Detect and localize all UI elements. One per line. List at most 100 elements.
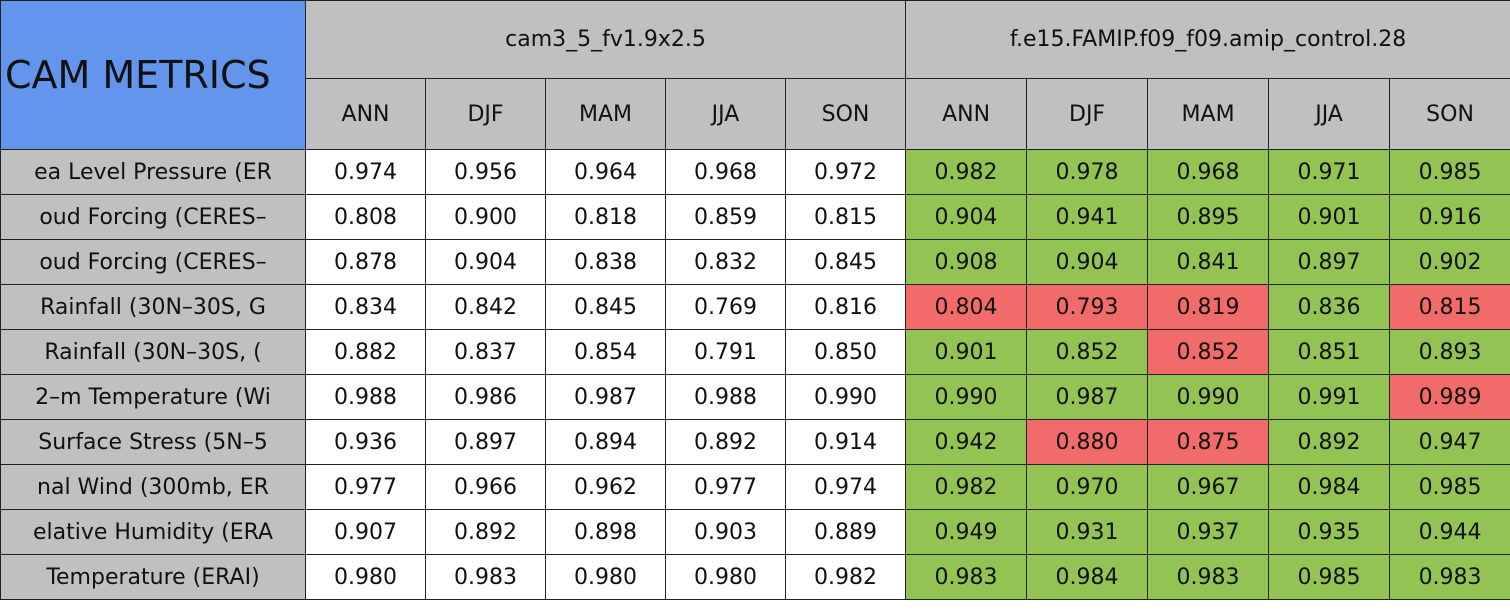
data-row: Rainfall (30N–30S, G 0.834 0.842 0.845 0.769… — [0, 284, 1510, 330]
metric-cell: 0.816 — [784, 284, 907, 330]
metric-cell: 0.988 — [305, 374, 426, 420]
metric-cell: 0.903 — [665, 509, 786, 555]
data-row: nal Wind (300mb, ER 0.977 0.966 0.962 0.977 0… — [0, 464, 1510, 510]
metric-cell: 0.983 — [425, 554, 546, 600]
metric-cell: 0.990 — [1147, 374, 1270, 420]
metric-cell: 0.850 — [784, 329, 907, 375]
metric-cell: 0.892 — [425, 509, 546, 555]
row-label: oud Forcing (CERES– — [0, 239, 306, 285]
metric-cell: 0.804 — [905, 284, 1028, 330]
metric-cell: 0.942 — [905, 419, 1028, 465]
data-row: Surface Stress (5N–5 0.936 0.897 0.894 0.892… — [0, 419, 1510, 465]
metric-cell: 0.819 — [1147, 284, 1270, 330]
metric-cell: 0.882 — [305, 329, 426, 375]
season-header: DJF — [1026, 78, 1149, 150]
table-body: ea Level Pressure (ER 0.974 0.956 0.964 0.96… — [0, 149, 1510, 600]
metric-cell: 0.852 — [1026, 329, 1149, 375]
metric-cell: 0.769 — [665, 284, 786, 330]
metric-cell: 0.984 — [1026, 554, 1149, 600]
metric-cell: 0.968 — [665, 149, 786, 195]
metric-cell: 0.854 — [545, 329, 666, 375]
metric-cell: 0.983 — [1147, 554, 1270, 600]
metric-cell: 0.892 — [1268, 419, 1391, 465]
metric-cell: 0.931 — [1026, 509, 1149, 555]
row-label: Rainfall (30N–30S, ( — [0, 329, 306, 375]
data-row: 2–m Temperature (Wi 0.988 0.986 0.987 0.988 0… — [0, 374, 1510, 420]
metric-cell: 0.904 — [1026, 239, 1149, 285]
metric-cell: 0.991 — [1268, 374, 1391, 420]
metric-cell: 0.818 — [545, 194, 666, 240]
data-row: Temperature (ERAI) 0.980 0.983 0.980 0.980 0.… — [0, 554, 1510, 600]
metric-cell: 0.841 — [1147, 239, 1270, 285]
metric-cell: 0.987 — [1026, 374, 1149, 420]
data-row: ea Level Pressure (ER 0.974 0.956 0.964 0.96… — [0, 149, 1510, 195]
metric-cell: 0.974 — [784, 464, 907, 510]
metric-cell: 0.964 — [545, 149, 666, 195]
metric-cell: 0.985 — [1389, 464, 1510, 510]
metric-cell: 0.845 — [545, 284, 666, 330]
metric-cell: 0.966 — [425, 464, 546, 510]
metric-cell: 0.962 — [545, 464, 666, 510]
metric-cell: 0.983 — [905, 554, 1028, 600]
metric-cell: 0.791 — [665, 329, 786, 375]
season-header: MAM — [545, 78, 666, 150]
metric-cell: 0.897 — [425, 419, 546, 465]
metric-cell: 0.851 — [1268, 329, 1391, 375]
metric-cell: 0.793 — [1026, 284, 1149, 330]
metric-cell: 0.859 — [665, 194, 786, 240]
metric-cell: 0.974 — [305, 149, 426, 195]
metric-cell: 0.980 — [305, 554, 426, 600]
metric-cell: 0.985 — [1268, 554, 1391, 600]
season-header: ANN — [905, 78, 1028, 150]
metric-cell: 0.983 — [1389, 554, 1510, 600]
metric-cell: 0.971 — [1268, 149, 1391, 195]
metric-cell: 0.908 — [905, 239, 1028, 285]
metric-cell: 0.944 — [1389, 509, 1510, 555]
metric-cell: 0.982 — [905, 464, 1028, 510]
metric-cell: 0.815 — [784, 194, 907, 240]
row-label: Surface Stress (5N–5 — [0, 419, 306, 465]
metric-cell: 0.815 — [1389, 284, 1510, 330]
metric-cell: 0.907 — [305, 509, 426, 555]
season-header: MAM — [1147, 78, 1270, 150]
metric-cell: 0.898 — [545, 509, 666, 555]
metric-cell: 0.914 — [784, 419, 907, 465]
metric-cell: 0.836 — [1268, 284, 1391, 330]
metric-cell: 0.990 — [905, 374, 1028, 420]
metric-cell: 0.985 — [1389, 149, 1510, 195]
row-label: ea Level Pressure (ER — [0, 149, 306, 195]
metric-cell: 0.897 — [1268, 239, 1391, 285]
data-row: elative Humidity (ERA 0.907 0.892 0.898 0.90… — [0, 509, 1510, 555]
season-header: SON — [1389, 78, 1510, 150]
table-title: CAM METRICS — [0, 0, 306, 150]
metric-cell: 0.977 — [305, 464, 426, 510]
row-label: Rainfall (30N–30S, G — [0, 284, 306, 330]
metric-cell: 0.989 — [1389, 374, 1510, 420]
row-label: elative Humidity (ERA — [0, 509, 306, 555]
season-header: JJA — [1268, 78, 1391, 150]
metric-cell: 0.838 — [545, 239, 666, 285]
metric-cell: 0.902 — [1389, 239, 1510, 285]
metric-cell: 0.904 — [425, 239, 546, 285]
metric-cell: 0.972 — [784, 149, 907, 195]
data-row: oud Forcing (CERES– 0.878 0.904 0.838 0.832 0… — [0, 239, 1510, 285]
metric-cell: 0.980 — [665, 554, 786, 600]
data-row: Rainfall (30N–30S, (0.882 0.837 0.854 0.791… — [0, 329, 1510, 375]
metric-cell: 0.893 — [1389, 329, 1510, 375]
row-label: 2–m Temperature (Wi — [0, 374, 306, 420]
metric-cell: 0.842 — [425, 284, 546, 330]
row-label: Temperature (ERAI) — [0, 554, 306, 600]
metric-cell: 0.892 — [665, 419, 786, 465]
season-header-row: ANN DJF MAM JJA SON ANN DJF MAM JJA SON — [1, 78, 1510, 150]
metric-cell: 0.982 — [784, 554, 907, 600]
group-header: f.e15.FAMIP.f09_f09.amip_control.28 — [905, 0, 1510, 79]
metric-cell: 0.900 — [425, 194, 546, 240]
metric-cell: 0.990 — [784, 374, 907, 420]
metric-cell: 0.845 — [784, 239, 907, 285]
metric-cell: 0.901 — [1268, 194, 1391, 240]
metric-cell: 0.977 — [665, 464, 786, 510]
metric-cell: 0.889 — [784, 509, 907, 555]
metric-cell: 0.878 — [305, 239, 426, 285]
metric-cell: 0.949 — [905, 509, 1028, 555]
